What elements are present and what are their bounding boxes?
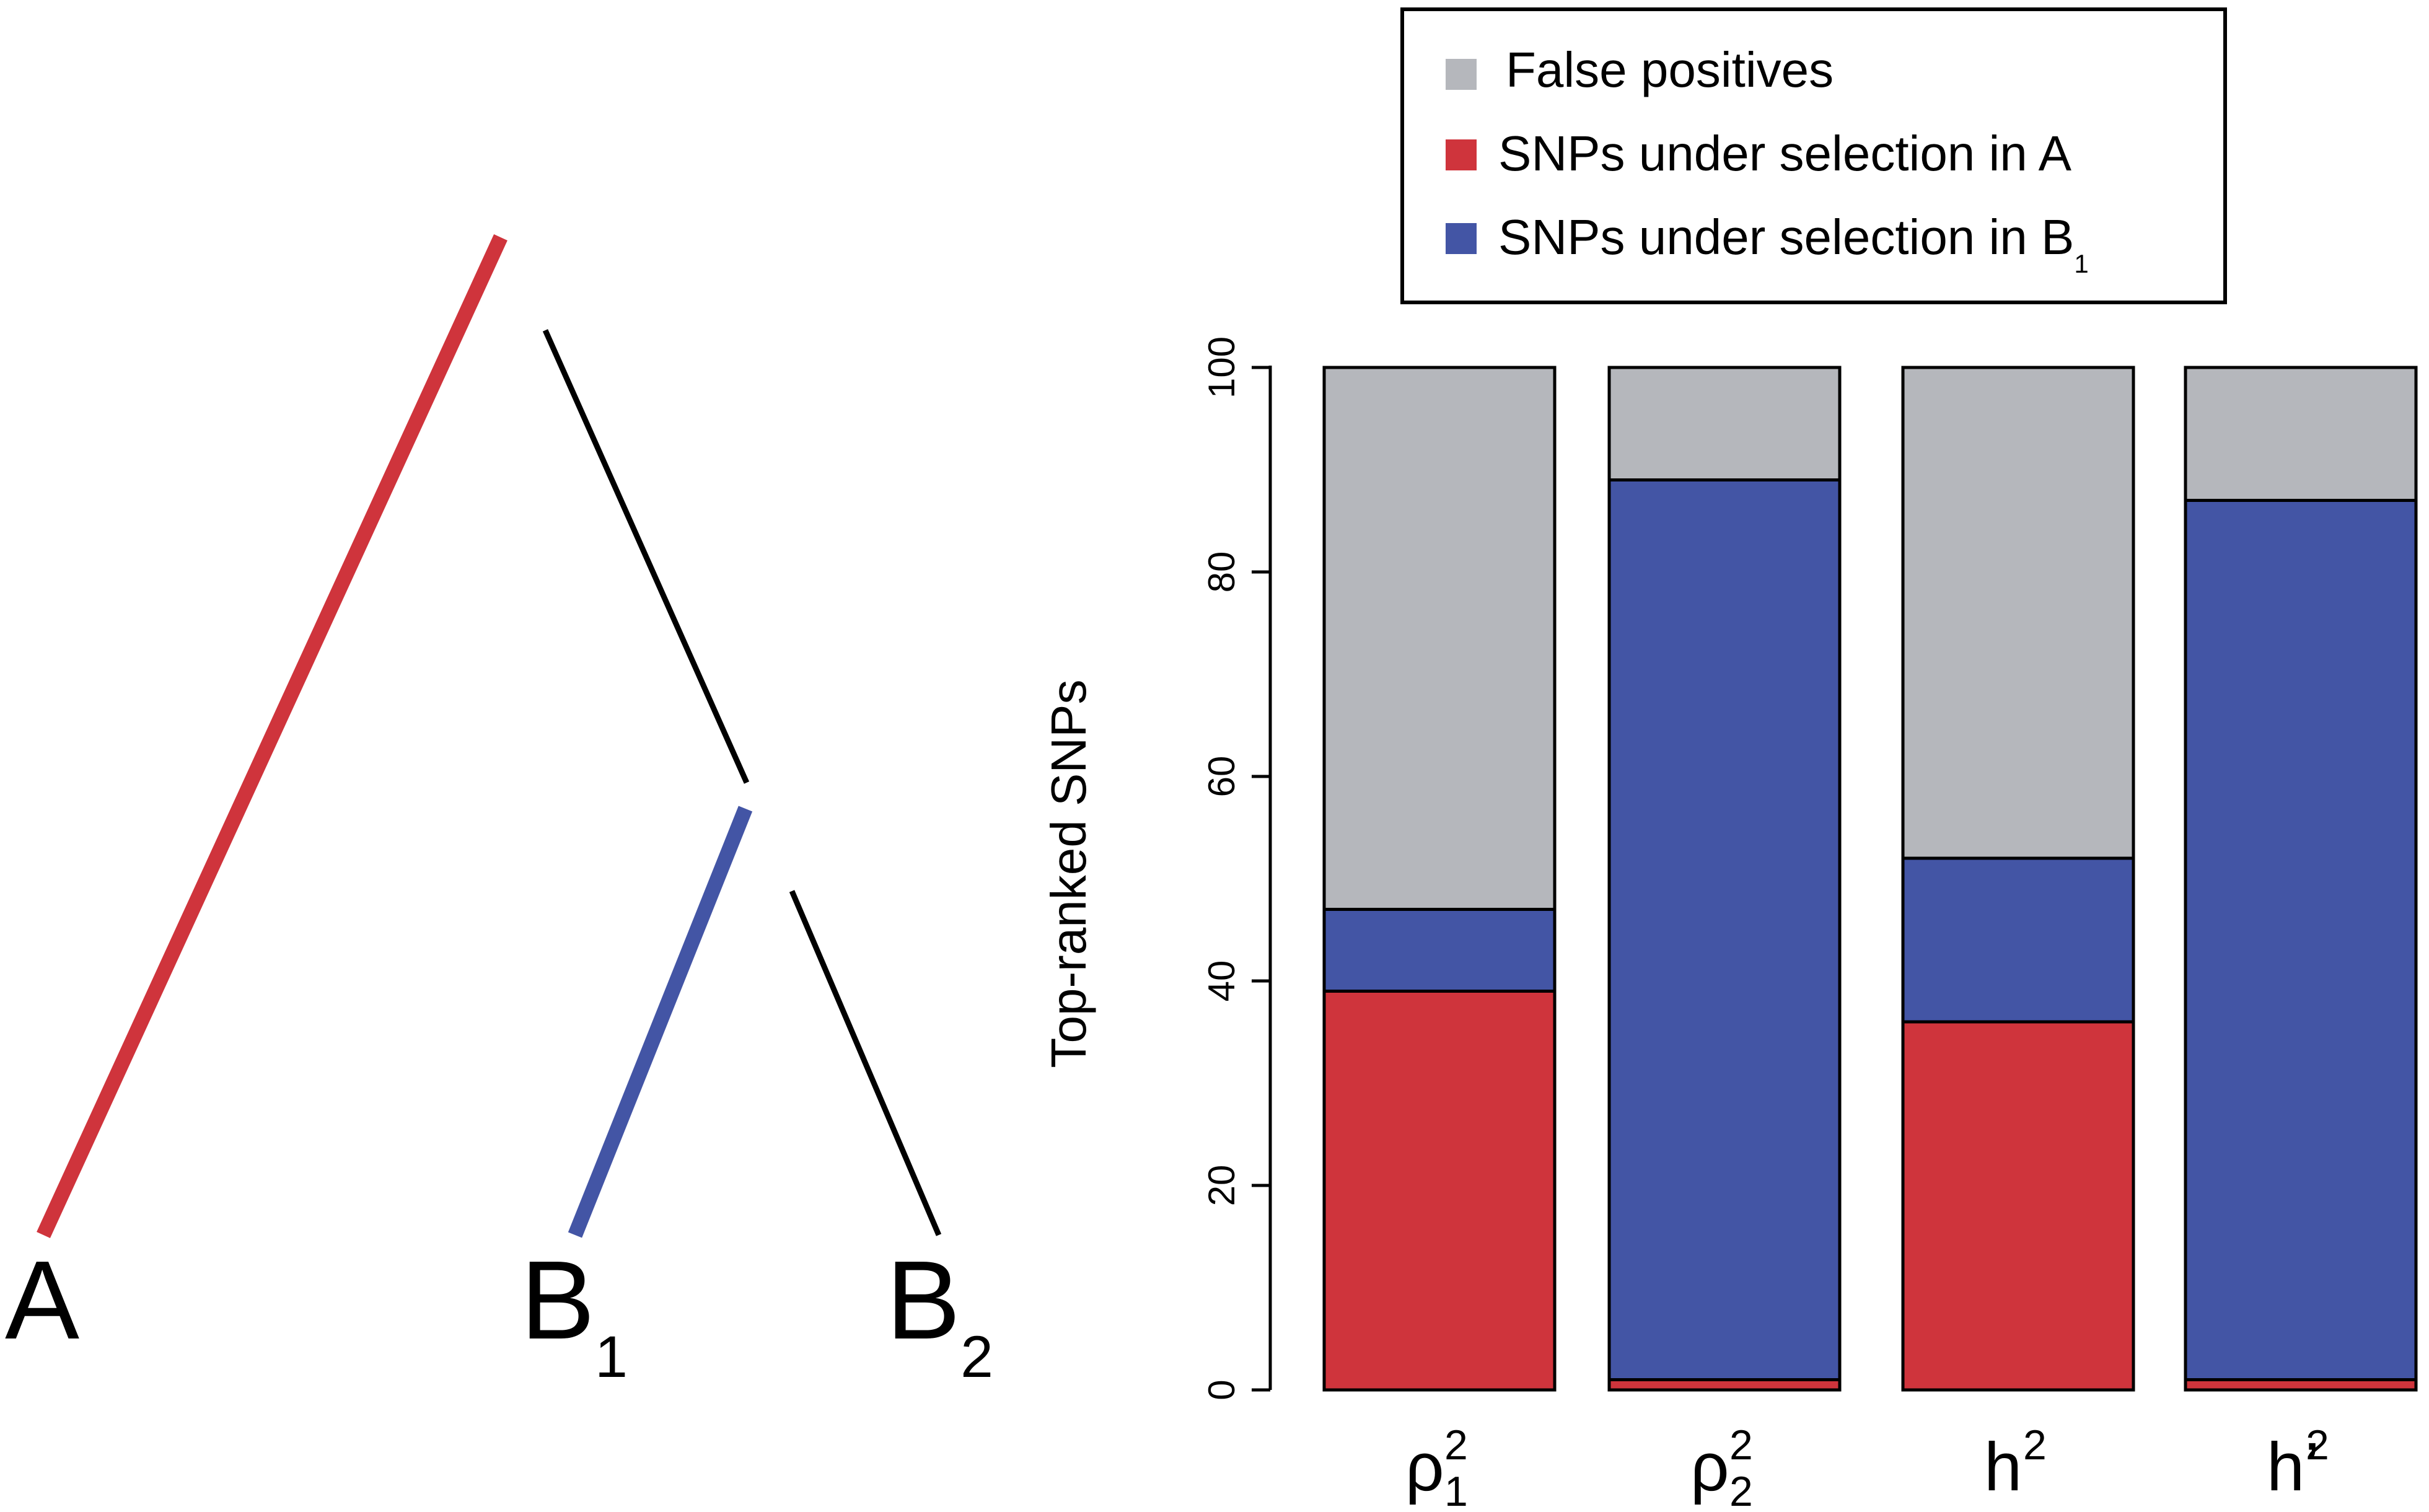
x-tick-label-sub: 2 — [1729, 1468, 1753, 1512]
x-tick-label-base: ρ — [1690, 1429, 1729, 1505]
x-tick-label-sup: 2 — [1444, 1422, 1468, 1469]
bar-segment-series-1 — [1607, 478, 1842, 1381]
legend-label-selection-B1-sub: 1 — [2074, 249, 2088, 278]
bar-segment-series-2 — [1901, 366, 2135, 860]
legend-item-selection-A: SNPs under selection in A — [1446, 126, 2072, 181]
x-tick-label-base: ρ — [1405, 1429, 1444, 1505]
bars — [1322, 366, 2418, 1392]
x-tick-label-sup: 2 — [2306, 1422, 2329, 1469]
legend-item-selection-B1: SNPs under selection in B1 — [1446, 209, 2089, 278]
legend-label-selection-B1: SNPs under selection in B1 — [1498, 209, 2089, 278]
x-tick-label: ρ — [1690, 1429, 1729, 1505]
bar-segment-series-1 — [2184, 499, 2418, 1381]
leaf-label-B2: B2 — [886, 1238, 993, 1390]
bar-segment-series-0 — [1901, 1020, 2135, 1392]
bar-segment-series-1 — [1322, 908, 1557, 993]
branch-B-ancestor — [542, 329, 750, 784]
x-tick-label-base: h’ — [2267, 1429, 2320, 1505]
x-tick-label-sup: 2 — [1729, 1422, 1753, 1469]
x-tick-label: ρ — [1405, 1429, 1444, 1505]
legend-label-selection-B1-main: SNPs under selection in B — [1498, 209, 2074, 265]
bar-stack — [1322, 366, 1557, 1392]
leaf-label-A: A — [5, 1238, 79, 1363]
legend-item-false-positives: False positives — [1446, 42, 1834, 97]
bar-stack — [2184, 366, 2418, 1392]
x-tick-label: h — [1984, 1429, 2022, 1505]
y-tick-label: 100 — [1201, 336, 1242, 398]
y-axis-title: Top-ranked SNPs — [1041, 680, 1096, 1068]
y-tick-label: 20 — [1201, 1165, 1242, 1207]
y-axis: 0 20 40 60 80 100 Top-ranked SNPs — [1041, 336, 1272, 1400]
leaf-label-B1-sub: 1 — [595, 1324, 628, 1390]
branch-B2 — [789, 890, 942, 1236]
x-tick-label-sup: 2 — [2023, 1422, 2047, 1469]
leaf-label-B1-base: B — [520, 1238, 595, 1363]
y-tick-label: 40 — [1201, 960, 1242, 1002]
bar-stack — [1607, 366, 1842, 1392]
bar-segment-series-2 — [2184, 366, 2418, 502]
bar-segment-series-2 — [1607, 366, 1842, 481]
leaf-label-B1: B1 — [520, 1238, 628, 1390]
leaf-label-B2-sub: 2 — [960, 1324, 993, 1390]
bar-segment-series-1 — [1901, 856, 2135, 1024]
y-tick-label: 80 — [1201, 552, 1242, 593]
bar-segment-series-2 — [1322, 366, 1557, 911]
y-tick-label: 0 — [1201, 1379, 1242, 1400]
branch-B1 — [568, 806, 753, 1238]
leaf-label-B2-base: B — [886, 1238, 960, 1363]
legend-label-selection-A: SNPs under selection in A — [1498, 126, 2072, 181]
legend-swatch-false-positives — [1446, 59, 1477, 90]
y-ticks: 0 20 40 60 80 100 — [1201, 336, 1270, 1400]
bar-stack — [1901, 366, 2135, 1392]
x-tick-label-sub: 1 — [1444, 1468, 1468, 1512]
branch-A — [37, 234, 507, 1239]
x-labels: ρ 21 ρ 22 h 2 h’2 — [1405, 1422, 2329, 1512]
x-tick-label: h’ — [2267, 1429, 2320, 1505]
tree-panel: A B1 B2 — [5, 234, 993, 1390]
legend-swatch-selection-A — [1446, 139, 1477, 170]
legend-swatch-selection-B1 — [1446, 223, 1477, 254]
bar-segment-series-0 — [1322, 990, 1557, 1392]
y-tick-label: 60 — [1201, 756, 1242, 798]
legend-label-false-positives: False positives — [1506, 42, 1834, 97]
leaf-label-A-base: A — [5, 1238, 79, 1363]
legend-box — [1400, 7, 2227, 304]
legend: False positives SNPs under selection in … — [1400, 7, 2227, 304]
x-tick-label-base: h — [1984, 1429, 2022, 1505]
